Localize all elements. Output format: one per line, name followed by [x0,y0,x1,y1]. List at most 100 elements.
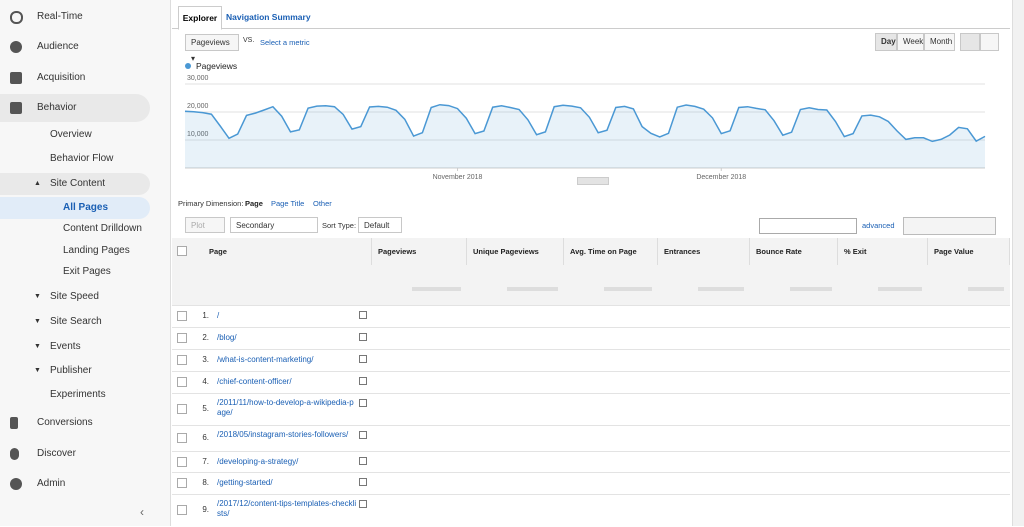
icon [10,11,23,24]
nav-item[interactable]: Events [50,341,81,352]
page-link[interactable]: /developing-a-strategy/ [217,456,299,466]
nav-item[interactable]: Content Drilldown [63,223,142,234]
checkbox[interactable] [177,377,187,387]
page-link[interactable]: /2017/12/content-tips-templates-checklis… [217,499,357,518]
dimension-option[interactable]: Page [245,199,263,208]
checkbox[interactable] [177,404,187,414]
icon [10,102,22,114]
nav-item[interactable]: Real-Time [37,11,83,22]
plot-rows-button[interactable]: Plot Rows [185,217,225,246]
vs-label: VS. [243,37,255,44]
page-link[interactable]: /blog/ [217,333,237,342]
sort-label: Sort Type: [322,221,357,230]
dimension-option[interactable]: Page Title [271,199,305,208]
chart-type-button[interactable] [980,33,999,51]
sidebar: Real-Time Audience Acquisition Behavior … [0,0,171,526]
caret: ▼ [34,293,41,300]
summary-blur [594,272,652,279]
area [185,104,985,168]
advanced-link[interactable]: advanced [862,221,895,230]
chart-handle[interactable] [577,177,609,185]
column-header[interactable]: Unique Pageviews [467,238,564,265]
open-icon [359,355,367,363]
period-button[interactable]: Month [924,33,955,51]
checkbox[interactable] [177,246,187,256]
x-tick-label: November 2018 [433,174,483,181]
period-button[interactable]: Day [875,33,897,51]
summary-blur [790,287,832,291]
tab[interactable]: Explorer [178,6,222,30]
y-tick-label: 10,000 [187,131,209,138]
nav-item[interactable]: Acquisition [37,72,86,83]
icon [10,478,22,490]
checkbox[interactable] [177,311,187,321]
nav-item[interactable]: Admin [37,478,66,489]
nav-item[interactable]: Exit Pages [63,266,111,277]
row-number: 5. [202,404,209,413]
secondary-dimension-select[interactable]: Secondary dimension [230,217,318,246]
checkbox[interactable] [177,478,187,488]
dimension-option[interactable]: Other [313,199,332,208]
checkbox[interactable] [177,505,187,515]
nav-item[interactable]: Behavior Flow [50,153,114,164]
row-number: 2. [202,333,209,342]
summary-blur [402,272,461,279]
active-section [0,94,150,122]
page-link[interactable]: /what-is-content-marketing/ [217,355,314,364]
nav-item[interactable]: Site Content [50,178,106,189]
sort-select[interactable]: Default [358,217,402,233]
nav-item[interactable]: Conversions [37,417,93,428]
row-number: 1. [202,311,209,320]
nav-item[interactable]: All Pages [63,202,109,213]
nav-item[interactable]: Site Speed [50,291,99,302]
column-header[interactable]: Page Value [928,238,1010,265]
row-number: 9. [202,505,209,514]
row-rule [172,327,1010,328]
tab[interactable]: Navigation Summary [226,12,311,22]
nav-item[interactable]: Site Search [50,316,102,327]
page-link[interactable]: /2011/11/how-to-develop-a-wikipedia-page… [217,398,354,417]
metric-select[interactable]: Pageviews ▾ [185,34,239,63]
nav-item[interactable]: Experiments [50,389,106,400]
period-button[interactable]: Week [897,33,924,51]
chart: 10,000 20,000 30,000 November 2018 December … [184,61,986,181]
column-header[interactable]: Page [197,238,372,265]
row-number: 3. [202,355,209,364]
chart-type-button[interactable] [960,33,980,51]
checkbox[interactable] [177,333,187,343]
legend-marker [185,63,191,69]
scrollbar[interactable] [1012,0,1024,526]
nav-item[interactable]: Audience [37,41,79,52]
page-link[interactable]: / [217,311,220,320]
row-rule [172,393,1010,394]
open-icon [359,457,367,465]
row-rule [172,451,1010,452]
summary-blur [780,272,832,279]
collapse-button[interactable]: ‹ [140,505,144,519]
page-link[interactable]: /chief-content-officer/ [217,377,292,386]
select-metric[interactable]: Select a metric [260,38,310,47]
column-header[interactable]: Avg. Time on Page [564,238,658,265]
summary-blur [868,272,922,279]
row-rule [172,494,1010,495]
nav-item[interactable]: Behavior [37,102,77,113]
page-link[interactable]: /getting-started/ [217,478,273,487]
column-header[interactable]: Entrances [658,238,750,265]
column-header[interactable]: Pageviews [372,238,467,265]
caret: ▲ [34,180,41,187]
column-header[interactable]: % Exit [838,238,928,265]
nav-item[interactable]: Publisher [50,365,92,376]
column-header[interactable]: Bounce Rate [750,238,838,265]
row-rule [172,371,1010,372]
nav-item[interactable]: Overview [50,129,92,140]
open-icon [359,431,367,439]
checkbox[interactable] [177,433,187,443]
view-toggle[interactable] [903,217,996,235]
page-link[interactable]: /2018/05/instagram-stories-followers/ [217,430,349,439]
checkbox[interactable] [177,456,187,467]
nav-item[interactable]: Landing Pages [63,245,130,256]
search-box[interactable] [759,218,857,234]
legend-label: Pageviews [196,61,237,71]
nav-item[interactable]: Discover [37,448,76,459]
checkbox[interactable] [177,355,187,365]
